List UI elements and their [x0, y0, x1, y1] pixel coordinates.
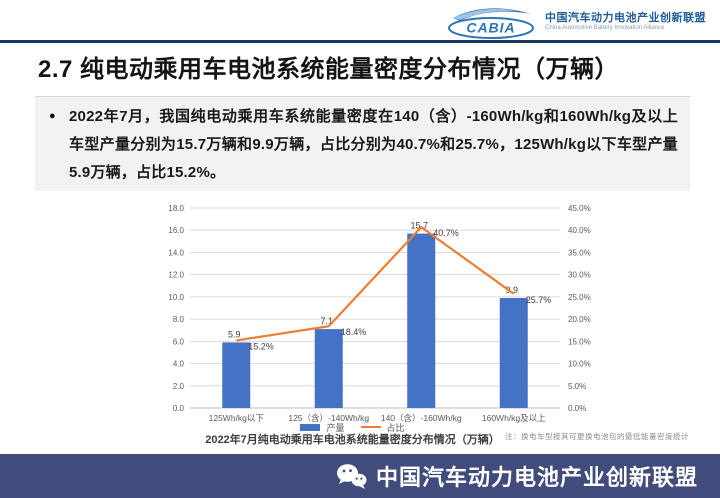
legend-label-share: 占比 [386, 422, 405, 433]
right-axis-tick: 25.0% [568, 293, 591, 302]
line-value-label: 15.2% [248, 341, 274, 351]
line-value-label: 18.4% [341, 327, 367, 337]
brand-block: CABIA 中国汽车动力电池产业创新联盟 China Automotive Ba… [446, 5, 706, 39]
left-axis-tick: 12.0 [168, 271, 184, 280]
chart-canvas: 0.0 0.0% 2.0 5.0% 4.0 10.0% 6.0 15.0% 8.0 20.0% 10… [168, 204, 591, 423]
category-label: 160Wh/kg及以上 [482, 413, 546, 423]
left-axis-tick: 18.0 [168, 204, 184, 213]
bar-value-label: 15.7 [410, 221, 428, 231]
right-axis-tick: 0.0% [568, 404, 586, 413]
bar [499, 298, 528, 408]
bar [407, 233, 436, 408]
wechat-icon [336, 463, 367, 489]
legend-bar-swatch [300, 423, 321, 431]
bar-value-label: 9.9 [505, 285, 518, 295]
category-label: 140（含）-160Wh/kg [381, 413, 462, 423]
right-axis-tick: 30.0% [568, 271, 591, 280]
left-axis-tick: 0.0 [173, 404, 185, 413]
left-axis-tick: 14.0 [168, 248, 184, 257]
footer-bar: 中国汽车动力电池产业创新联盟 [0, 454, 720, 498]
bar [222, 342, 251, 408]
line-value-label: 25.7% [526, 295, 552, 305]
logo-text: CABIA [466, 20, 515, 36]
header: CABIA 中国汽车动力电池产业创新联盟 China Automotive Ba… [0, 0, 720, 40]
bullet-icon: ● [49, 110, 56, 122]
right-axis-tick: 15.0% [568, 337, 591, 346]
chart-title: 2022年7月纯电动乘用车电池系统能量密度分布情况（万辆） [205, 434, 500, 446]
left-axis-tick: 10.0 [168, 293, 184, 302]
chart-footnote: 注：换电车型按其可更换电池包的最低能量密度统计 [505, 432, 689, 441]
right-axis-tick: 5.0% [568, 382, 586, 391]
right-axis-tick: 20.0% [568, 315, 591, 324]
page-title: 2.7 纯电动乘用车电池系统能量密度分布情况（万辆） [38, 56, 620, 83]
legend-label-production: 产量 [326, 422, 345, 433]
right-axis-tick: 45.0% [568, 204, 591, 213]
right-axis-tick: 40.0% [568, 226, 591, 235]
org-name-en: China Automotive Battery Innovation Alli… [545, 24, 665, 31]
chart-legend: 产量 占比 [125, 421, 580, 433]
left-axis-tick: 16.0 [168, 226, 184, 235]
category-label: 125（含）-140Wh/kg [288, 413, 369, 423]
bar [314, 329, 343, 408]
bar-value-label: 5.9 [228, 329, 241, 339]
left-axis-tick: 6.0 [173, 337, 185, 346]
summary-text: 2022年7月，我国纯电动乘用车系统能量密度在140（含）-160Wh/kg和1… [69, 108, 678, 181]
right-axis-tick: 10.0% [568, 360, 591, 369]
right-axis-tick: 35.0% [568, 248, 591, 257]
left-axis-tick: 8.0 [173, 315, 185, 324]
cabia-logo-icon: CABIA [448, 8, 534, 39]
org-name-cn: 中国汽车动力电池产业创新联盟 [545, 12, 706, 25]
summary-panel: ● 2022年7月，我国纯电动乘用车系统能量密度在140（含）-160Wh/kg… [35, 96, 690, 191]
legend-line-swatch [360, 426, 381, 428]
header-divider [0, 40, 720, 43]
bar-value-label: 7.1 [320, 316, 333, 326]
trend-line [236, 225, 515, 342]
line-value-label: 40.7% [433, 228, 459, 238]
brand-names: 中国汽车动力电池产业创新联盟 China Automotive Battery … [545, 12, 706, 32]
category-label: 125Wh/kg以下 [209, 413, 265, 423]
footer-org-name: 中国汽车动力电池产业创新联盟 [375, 465, 698, 490]
left-axis-tick: 4.0 [173, 360, 185, 369]
left-axis-tick: 2.0 [173, 382, 185, 391]
